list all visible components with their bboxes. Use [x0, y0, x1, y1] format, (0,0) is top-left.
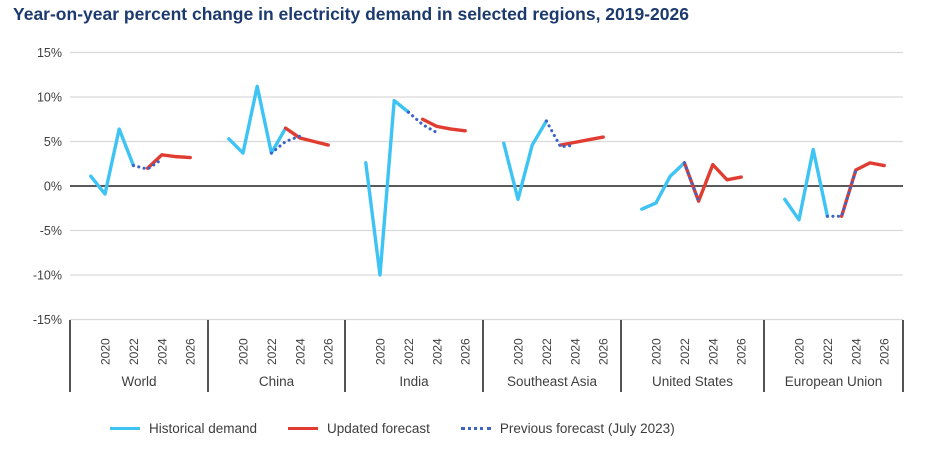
historical-line-world [89, 127, 136, 196]
region-label-southeast-asia: Southeast Asia [507, 374, 598, 389]
y-axis-tick-label: -5% [40, 224, 62, 238]
previous-forecast-line-world [131, 157, 164, 171]
x-axis-tick-label: 2020 [512, 338, 526, 365]
y-axis-tick-label: -10% [33, 269, 62, 283]
x-axis-tick-label: 2026 [459, 338, 473, 365]
previous-forecast-line-united-states [682, 161, 701, 203]
historical-line-european-union [783, 147, 830, 222]
x-axis-tick-label: 2020 [374, 338, 388, 365]
y-axis-tick-label: 10% [37, 91, 62, 105]
updated-forecast-line-china [283, 126, 330, 147]
y-axis-tick-label: -15% [33, 313, 62, 327]
region-label-china: China [259, 374, 295, 389]
region-label-european-union: European Union [785, 374, 883, 389]
legend-label-previous-forecast: Previous forecast (July 2023) [499, 420, 675, 436]
historical-line-united-states [640, 161, 687, 211]
x-axis-tick-label: 2020 [650, 338, 664, 365]
x-axis-tick-label: 2024 [706, 338, 720, 365]
previous-forecast-line-india [406, 110, 439, 135]
x-axis-tick-label: 2020 [99, 338, 113, 365]
x-axis-tick-label: 2022 [265, 338, 279, 365]
x-axis-tick-label: 2022 [821, 338, 835, 365]
y-axis-tick-label: 5% [44, 135, 62, 149]
region-label-united-states: United States [652, 374, 733, 389]
legend-item-historical: Historical demand [110, 421, 257, 436]
updated-forecast-line-southeast-asia [558, 135, 605, 147]
legend-label-historical: Historical demand [149, 420, 258, 436]
historical-line-india [364, 98, 411, 277]
x-axis-tick-label: 2022 [127, 338, 141, 365]
previous-forecast-line-european-union [825, 169, 858, 218]
historical-line-china [227, 84, 288, 155]
x-axis-tick-label: 2026 [597, 338, 611, 365]
updated-forecast-line-india [420, 117, 467, 133]
previous-forecast-line-swatch [460, 426, 491, 430]
historical-line-southeast-asia [502, 119, 549, 202]
x-axis-tick-label: 2026 [322, 338, 336, 365]
y-axis-tick-label: 15% [37, 46, 62, 60]
x-axis-tick-label: 2024 [849, 338, 863, 365]
legend: Historical demand Updated forecast Previ… [110, 416, 675, 440]
x-axis-tick-label: 2024 [155, 338, 169, 365]
x-axis-tick-label: 2026 [735, 338, 749, 365]
x-axis-tick-label: 2020 [793, 338, 807, 365]
previous-forecast-line-southeast-asia [544, 119, 577, 149]
previous-forecast-line-china [269, 134, 302, 155]
x-axis-tick-label: 2022 [402, 338, 416, 365]
updated-forecast-line-united-states [682, 161, 743, 203]
updated-forecast-line-world [145, 153, 192, 170]
chart-title: Year-on-year percent change in electrici… [13, 4, 689, 24]
y-axis-tick-label: 0% [44, 180, 62, 194]
x-axis-tick-label: 2022 [540, 338, 554, 365]
x-axis-tick-label: 2026 [878, 338, 892, 365]
x-axis-tick-label: 2024 [293, 338, 307, 365]
updated-forecast-line-european-union [839, 161, 886, 218]
updated-forecast-line-swatch [288, 426, 319, 430]
region-label-world: World [121, 374, 156, 389]
legend-item-updated-forecast: Updated forecast [288, 421, 430, 436]
x-axis-tick-label: 2026 [184, 338, 198, 365]
historical-line-swatch [110, 426, 140, 430]
legend-label-updated-forecast: Updated forecast [327, 420, 430, 436]
x-axis-tick-label: 2024 [430, 338, 444, 365]
x-axis-tick-label: 2024 [568, 338, 582, 365]
x-axis-tick-label: 2020 [237, 338, 251, 365]
x-axis-tick-label: 2022 [678, 338, 692, 365]
legend-item-previous-forecast: Previous forecast (July 2023) [460, 420, 675, 436]
region-label-india: India [399, 374, 429, 389]
